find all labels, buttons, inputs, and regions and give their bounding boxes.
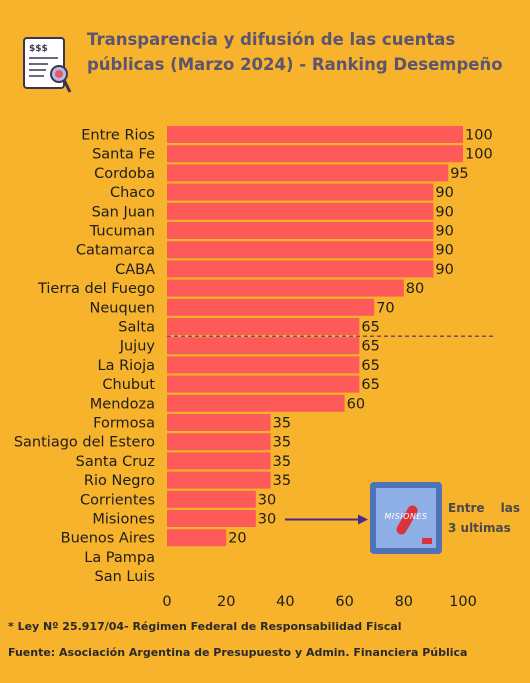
- category-label: Mendoza: [90, 396, 155, 412]
- data-label: 35: [273, 454, 291, 470]
- data-label: 70: [376, 300, 394, 316]
- data-label: 65: [361, 358, 379, 374]
- data-label: 90: [435, 224, 453, 240]
- bar-corrientes: [167, 490, 256, 508]
- data-label: 35: [273, 473, 291, 489]
- category-label: San Luis: [95, 569, 156, 585]
- bar-rio-negro: [167, 471, 271, 489]
- category-label: La Rioja: [98, 358, 155, 374]
- category-label: Buenos Aires: [61, 531, 155, 547]
- data-label: 100: [465, 128, 493, 144]
- bar-formosa: [167, 414, 271, 431]
- law-footnote: * Ley Nº 25.917/04- Régimen Federal de R…: [8, 620, 402, 633]
- svg-text:$$$: $$$: [29, 44, 48, 54]
- bar-tucuman: [167, 222, 434, 239]
- ranking-bar-chart: Entre Rios 100 Santa Fe 100 Cordoba 95 Chaco 90…: [14, 126, 495, 610]
- bar-santa-fe: [167, 145, 463, 163]
- data-label: 35: [273, 435, 291, 451]
- category-label: San Juan: [92, 204, 155, 220]
- category-label: Formosa: [93, 416, 155, 432]
- category-label: Santa Cruz: [76, 454, 155, 470]
- data-label: 80: [406, 281, 424, 297]
- source-footnote: Fuente: Asociación Argentina de Presupue…: [8, 646, 468, 659]
- category-label: Catamarca: [76, 243, 155, 259]
- data-label: 35: [273, 416, 291, 432]
- category-label: Chubut: [102, 377, 155, 393]
- bar-misiones: [167, 510, 256, 527]
- data-label: 65: [361, 339, 379, 355]
- x-tick-label: 0: [162, 594, 171, 610]
- data-label: 65: [361, 377, 379, 393]
- data-label: 90: [435, 204, 453, 220]
- data-label: 90: [435, 262, 453, 278]
- bar-santiago-del-estero: [167, 433, 271, 451]
- category-label: La Pampa: [84, 550, 155, 566]
- data-label: 95: [450, 166, 468, 182]
- bar-entre-rios: [167, 126, 463, 143]
- bar-neuquen: [167, 298, 375, 316]
- category-label: Rio Negro: [84, 473, 155, 489]
- category-label: Jujuy: [119, 339, 156, 355]
- chart-title: Transparencia y difusión de las cuentas …: [87, 30, 503, 74]
- bar-tierra-del-fuego: [167, 279, 404, 297]
- data-label: 90: [435, 243, 453, 259]
- bar-san-juan: [167, 202, 434, 220]
- x-tick-label: 100: [449, 594, 477, 610]
- category-label: Santiago del Estero: [14, 435, 155, 451]
- annotation-arrow-head: [358, 514, 368, 525]
- bar-la-rioja: [167, 356, 360, 374]
- category-label: Misiones: [92, 512, 155, 528]
- data-label: 65: [361, 320, 379, 336]
- category-label: Salta: [118, 320, 155, 336]
- category-label: Chaco: [110, 185, 155, 201]
- data-label: 90: [435, 185, 453, 201]
- bar-chaco: [167, 183, 434, 201]
- bar-mendoza: [167, 394, 345, 412]
- misiones-logo: MISIONES: [370, 482, 442, 554]
- x-tick-label: 40: [276, 594, 294, 610]
- bar-santa-cruz: [167, 452, 271, 470]
- bar-cordoba: [167, 164, 449, 182]
- bar-buenos-aires: [167, 529, 227, 547]
- bar-catamarca: [167, 241, 434, 259]
- category-label: Tierra del Fuego: [37, 281, 155, 297]
- x-tick-label: 20: [217, 594, 235, 610]
- bar-chubut: [167, 375, 360, 393]
- data-label: 30: [258, 512, 276, 528]
- category-label: Tucuman: [89, 224, 155, 240]
- data-label: 30: [258, 492, 276, 508]
- budget-document-icon: $$$: [22, 36, 72, 94]
- category-label: Cordoba: [94, 166, 155, 182]
- category-label: CABA: [115, 262, 155, 278]
- bar-salta: [167, 318, 360, 335]
- data-label: 100: [465, 147, 493, 163]
- category-label: Corrientes: [80, 492, 155, 508]
- category-label: Santa Fe: [92, 147, 155, 163]
- category-label: Neuquen: [90, 300, 155, 316]
- category-label: Entre Rios: [81, 128, 155, 144]
- data-label: 60: [347, 396, 365, 412]
- x-tick-label: 80: [395, 594, 413, 610]
- bar-jujuy: [167, 337, 360, 355]
- data-label: 20: [228, 531, 246, 547]
- bar-caba: [167, 260, 434, 278]
- x-tick-label: 60: [335, 594, 353, 610]
- misiones-logo-text: MISIONES: [384, 512, 428, 521]
- bottom-three-note: Entre las 3 ultimas: [448, 501, 520, 535]
